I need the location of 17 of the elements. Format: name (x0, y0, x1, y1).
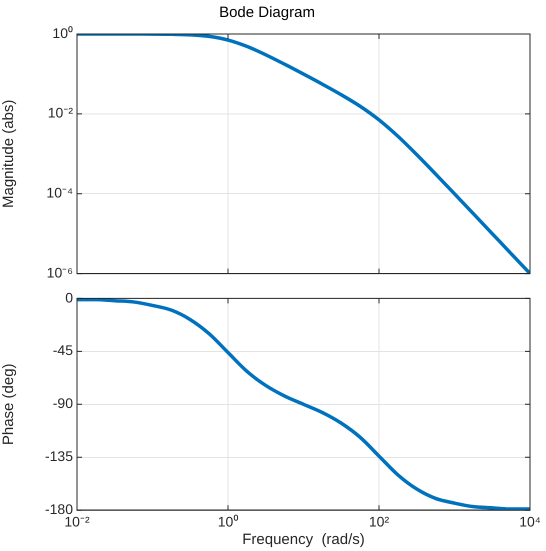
y-tick-label: 10⁰ (52, 24, 73, 41)
x-axis-title: Frequency (rad/s) (242, 531, 365, 548)
chart-title: Bode Diagram (219, 4, 315, 22)
x-tick-label: 10⁰ (218, 513, 238, 530)
y-tick-label: -45 (52, 342, 74, 358)
y-tick-label: 0 (65, 289, 74, 306)
line-series (77, 298, 530, 510)
y-axis-title: Phase (deg) (0, 363, 18, 446)
y-tick-label: 10⁻⁶ (46, 264, 73, 280)
y-tick-label: -135 (44, 448, 74, 464)
y-axis-title: Magnitude (abs) (0, 100, 18, 208)
y-tick-label: 10⁻⁴ (46, 184, 73, 201)
y-tick-label: -90 (52, 395, 74, 412)
line-series (77, 34, 530, 274)
y-tick-label: 10⁻² (48, 104, 74, 121)
x-tick-label: 10⁴ (519, 513, 541, 530)
x-tick-label: 10² (368, 513, 390, 530)
